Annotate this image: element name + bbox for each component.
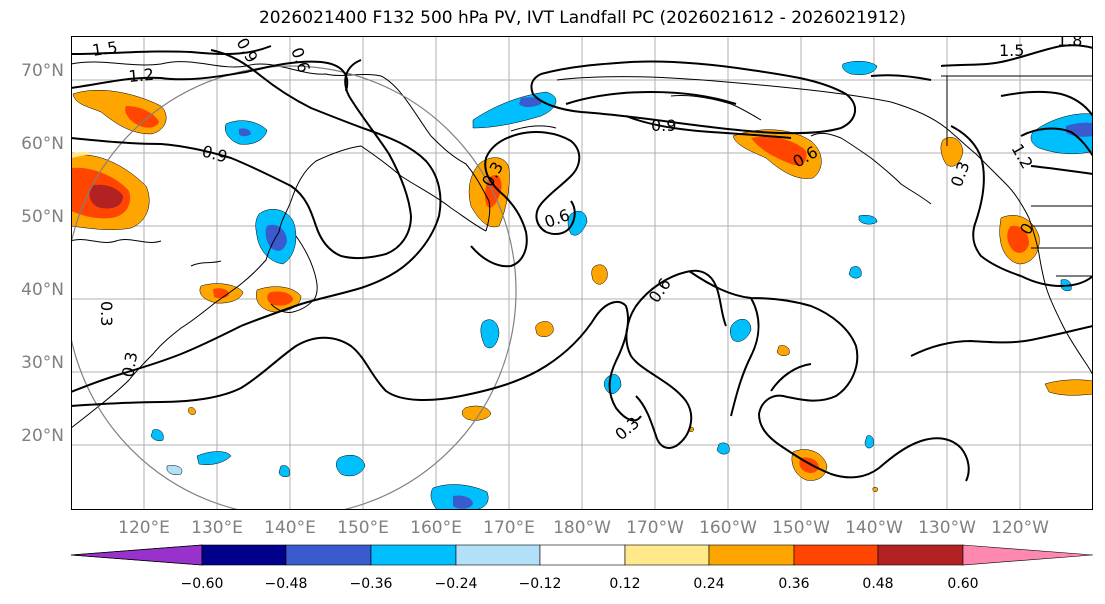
pv-contours (71, 44, 1093, 482)
lat-label-60n: 60°N (21, 134, 64, 154)
landfall-region-circle (71, 65, 517, 510)
map-panel[interactable]: 1.5 1.2 0.9 0.9 0.9 0.6 0.6 0.6 0.6 0.3 … (71, 36, 1093, 510)
colorbar-tick-label: −0.12 (518, 576, 562, 592)
colorbar-tick-label: 0.36 (778, 576, 810, 592)
ivt-blob-west-siberia-yellow (71, 151, 91, 158)
ivt-blob-mid-small-3 (462, 405, 492, 421)
contour-label: 1.2 (128, 65, 155, 86)
lon-label-130e: 130°E (191, 518, 243, 538)
contour-label: 1.8 (1057, 36, 1082, 50)
ivt-neg-south-5 (278, 465, 290, 478)
colorbar-segment (70, 544, 203, 566)
ivt-blob-north (72, 89, 167, 135)
colorbar-segment (708, 544, 795, 566)
contour-label: 0.9 (200, 142, 230, 167)
ivt-neg-small-2 (858, 215, 878, 225)
colorbar (70, 544, 1094, 566)
colorbar-tick-label: −0.36 (349, 576, 393, 592)
colorbar-segment (370, 544, 457, 566)
contour-label: 1.2 (1008, 141, 1037, 173)
lon-label-180w: 180°W (553, 518, 611, 538)
pv-contour-labels: 1.5 1.2 0.9 0.9 0.9 0.6 0.6 0.6 0.6 0.3 … (91, 36, 1083, 444)
colorbar-tick-label: 0.48 (862, 576, 894, 592)
ivt-blob-alaska-core (751, 136, 807, 166)
ivt-blob-mid-small-1 (591, 264, 608, 285)
lon-label-120e: 120°E (118, 518, 170, 538)
ivt-blob-small-dot-3 (188, 407, 196, 415)
colorbar-segment (539, 544, 626, 566)
ivt-neg-170e (480, 319, 500, 349)
colorbar-tick-label: −0.48 (264, 576, 308, 592)
contour-label: 0.6 (542, 205, 572, 232)
colorbar-segment (962, 544, 1094, 566)
lat-label-20n: 20°N (21, 426, 64, 446)
ivt-blob-east-edge (1044, 379, 1093, 396)
lon-label-170e: 170°E (483, 518, 535, 538)
contour-label: 0.6 (287, 45, 314, 75)
colorbar-tick-label: 0.24 (693, 576, 725, 592)
ivt-neg-south-2-core (453, 495, 473, 509)
ivt-negative-shading (150, 61, 1093, 510)
ivt-blob-japan-core (267, 291, 293, 306)
ivt-neg-mid-3 (604, 374, 622, 394)
contour-label: 1.5 (91, 38, 119, 60)
ivt-blob-west-siberia-dark (89, 184, 123, 209)
colorbar-segment (285, 544, 372, 566)
ivt-blob-pacific-west-coast-core (1007, 225, 1029, 253)
colorbar-segment (877, 544, 964, 566)
lat-label-50n: 50°N (21, 207, 64, 227)
ivt-blob-north-core (125, 106, 159, 128)
contour-label: 0.3 (97, 301, 116, 326)
lat-label-30n: 30°N (21, 353, 64, 373)
ivt-neg-bering-1 (472, 91, 557, 129)
colorbar-tick-label: 0.60 (947, 576, 979, 592)
ivt-neg-mid-1 (567, 211, 588, 236)
colorbar-tick-label: −0.24 (434, 576, 478, 592)
ivt-neg-arctic (842, 61, 878, 75)
colorbar-segments (70, 544, 1094, 566)
colorbar-segment (624, 544, 710, 566)
lon-label-150w: 150°W (772, 518, 830, 538)
map-title: 2026021400 F132 500 hPa PV, IVT Landfall… (258, 8, 906, 28)
ivt-positive-shading (71, 89, 1093, 493)
contour-label: 0.6 (645, 275, 675, 307)
lon-label-150e: 150°E (337, 518, 389, 538)
ivt-neg-japan-sea-core (265, 224, 287, 251)
map-canvas: 1.5 1.2 0.9 0.9 0.9 0.6 0.6 0.6 0.6 0.3 … (71, 36, 1093, 510)
colorbar-segment (455, 544, 541, 566)
lon-label-140w: 140°W (845, 518, 903, 538)
ivt-blob-mid-small-4 (776, 345, 790, 356)
ivt-neg-mid-2 (730, 319, 752, 342)
lon-label-160e: 160°E (410, 518, 462, 538)
lat-label-40n: 40°N (21, 280, 64, 300)
lat-label-70n: 70°N (21, 61, 64, 81)
ivt-neg-small-3 (864, 435, 874, 449)
ivt-neg-south-3 (150, 429, 164, 442)
colorbar-segment (201, 544, 287, 566)
ivt-neg-bering-1-core (519, 97, 542, 107)
ivt-blob-small-dot-2 (872, 486, 878, 493)
ivt-neg-south-4 (196, 451, 232, 465)
ivt-neg-far-east-1-core (239, 128, 251, 137)
lon-label-130w: 130°W (918, 518, 976, 538)
ivt-neg-small-1 (848, 266, 862, 279)
lon-label-140e: 140°E (264, 518, 316, 538)
colorbar-tick-label: −0.60 (180, 576, 224, 592)
ivt-neg-south-1 (336, 455, 366, 477)
colorbar-segment (793, 544, 879, 566)
lon-label-160w: 160°W (699, 518, 757, 538)
ivt-blob-mid-small-2 (535, 321, 554, 337)
ivt-blob-canada-small (940, 137, 964, 167)
contour-label: 0.3 (118, 350, 141, 378)
colorbar-tick-label: 0.12 (609, 576, 641, 592)
contour-label: 0.9 (651, 116, 676, 135)
lon-label-170w: 170°W (626, 518, 684, 538)
ivt-neg-small-4 (716, 442, 730, 455)
lon-label-120w: 120°W (991, 518, 1049, 538)
contour-label: 1.5 (999, 41, 1024, 60)
ivt-neg-south-6 (166, 465, 183, 476)
contour-label: 0.9 (233, 36, 262, 66)
